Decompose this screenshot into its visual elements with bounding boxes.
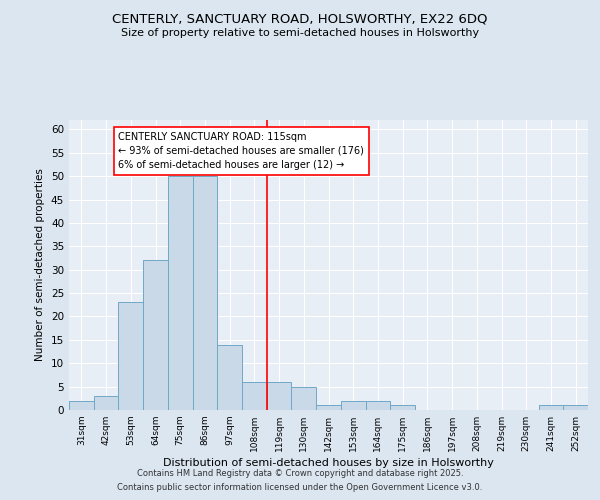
Bar: [193, 176, 217, 410]
Text: Contains HM Land Registry data © Crown copyright and database right 2025.: Contains HM Land Registry data © Crown c…: [137, 468, 463, 477]
Text: CENTERLY, SANCTUARY ROAD, HOLSWORTHY, EX22 6DQ: CENTERLY, SANCTUARY ROAD, HOLSWORTHY, EX…: [112, 12, 488, 26]
Bar: [69, 400, 94, 410]
Bar: [292, 386, 316, 410]
Bar: [267, 382, 292, 410]
Bar: [365, 400, 390, 410]
Bar: [118, 302, 143, 410]
Bar: [242, 382, 267, 410]
Text: CENTERLY SANCTUARY ROAD: 115sqm
← 93% of semi-detached houses are smaller (176)
: CENTERLY SANCTUARY ROAD: 115sqm ← 93% of…: [118, 132, 364, 170]
Bar: [217, 344, 242, 410]
Bar: [143, 260, 168, 410]
Text: Contains public sector information licensed under the Open Government Licence v3: Contains public sector information licen…: [118, 484, 482, 492]
Bar: [168, 176, 193, 410]
Bar: [94, 396, 118, 410]
Bar: [390, 406, 415, 410]
Bar: [539, 406, 563, 410]
Y-axis label: Number of semi-detached properties: Number of semi-detached properties: [35, 168, 46, 362]
Text: Size of property relative to semi-detached houses in Holsworthy: Size of property relative to semi-detach…: [121, 28, 479, 38]
X-axis label: Distribution of semi-detached houses by size in Holsworthy: Distribution of semi-detached houses by …: [163, 458, 494, 468]
Bar: [316, 406, 341, 410]
Bar: [341, 400, 365, 410]
Bar: [563, 406, 588, 410]
